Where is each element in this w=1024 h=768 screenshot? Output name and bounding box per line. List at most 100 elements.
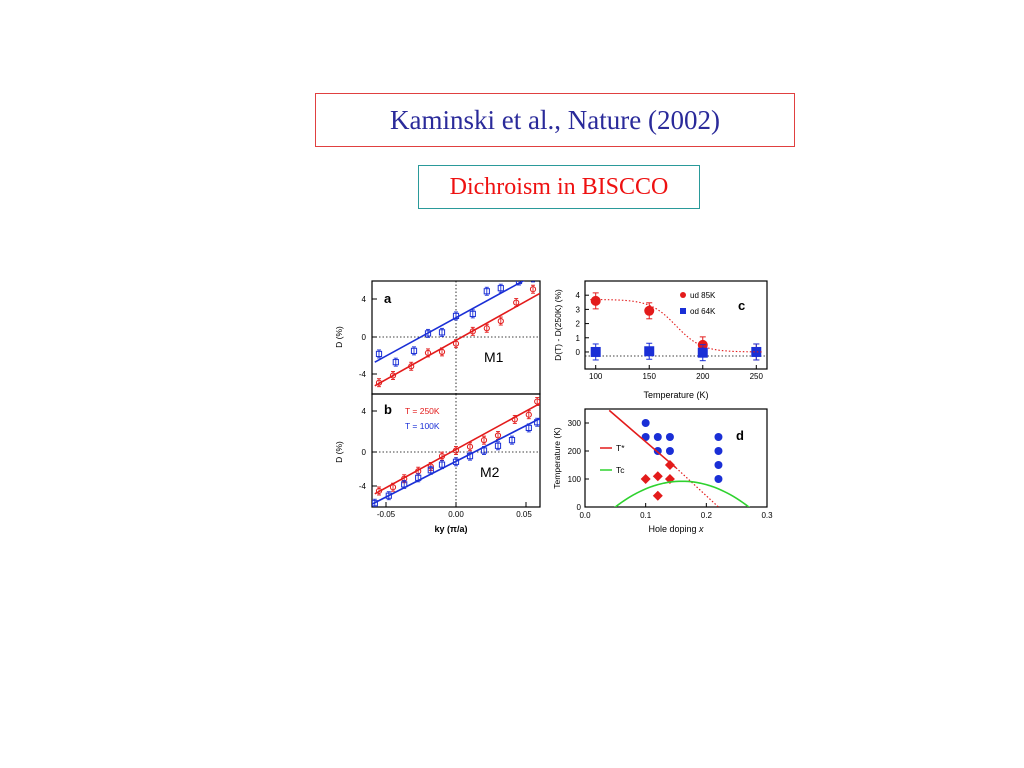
data-point xyxy=(714,433,723,441)
data-point xyxy=(525,411,532,418)
panel-c-plot xyxy=(590,292,762,362)
data-point xyxy=(751,346,762,357)
data-point xyxy=(644,346,655,357)
data-point xyxy=(415,474,422,481)
panel-d-ylabel: Temperature (K) xyxy=(552,427,562,489)
panel-c-ytick-label: 2 xyxy=(576,320,581,329)
data-point xyxy=(410,347,418,354)
panel-d: d Temperature (K) Hole doping x T* Tc 0.… xyxy=(552,408,773,534)
reference-caption: Kaminski et al., Nature (2002) xyxy=(390,104,720,135)
panel-b-ytick-label: -4 xyxy=(359,482,367,491)
data-point xyxy=(665,433,674,441)
panel-b-ytick-label: 0 xyxy=(362,448,367,457)
panel-d-legend-tc: Tc xyxy=(616,465,625,475)
data-point xyxy=(664,474,675,484)
panel-a-inset-label: M1 xyxy=(484,349,504,365)
data-point xyxy=(497,317,504,325)
data-point xyxy=(466,453,474,460)
panel-d-ytick-label: 300 xyxy=(568,419,582,428)
data-point xyxy=(469,328,476,335)
panel-d-ytick-label: 0 xyxy=(577,503,582,512)
panel-d-frame xyxy=(584,408,768,508)
fit-curve xyxy=(590,298,762,353)
data-point xyxy=(534,419,540,426)
data-point xyxy=(389,484,397,491)
data-point xyxy=(452,312,460,320)
data-point xyxy=(497,285,504,292)
panel-a-ytick-label: 4 xyxy=(362,295,367,304)
data-point xyxy=(427,467,434,474)
panel-c-xlabel: Temperature (K) xyxy=(643,390,708,400)
panel-c-xtick-label: 250 xyxy=(750,372,764,381)
panel-c-xtick-label: 150 xyxy=(643,372,657,381)
data-point xyxy=(480,447,488,454)
panel-a-ytick-label: -4 xyxy=(359,370,367,379)
panel-c-frame xyxy=(584,280,768,370)
panel-c-ytick-label: 4 xyxy=(576,291,581,300)
data-point xyxy=(389,372,397,379)
panel-d-xtick-label: 0.0 xyxy=(579,511,591,520)
panel-b-xtick-label: -0.05 xyxy=(377,510,396,519)
data-point xyxy=(408,363,415,370)
tc-dome xyxy=(614,480,751,507)
panel-b-legend-100k: T = 100K xyxy=(405,421,440,431)
data-point xyxy=(511,416,518,423)
panel-c-letter: c xyxy=(738,298,745,313)
tstar-extrapolation xyxy=(675,467,719,507)
data-point xyxy=(652,490,663,501)
data-point xyxy=(375,379,383,386)
data-point xyxy=(480,437,488,444)
panel-b-plot xyxy=(372,397,540,507)
panel-c-ytick-label: 3 xyxy=(576,305,581,314)
panel-b-xtick-label: 0.00 xyxy=(448,510,464,519)
topic-title: Dichroism in BISCCO xyxy=(449,173,669,200)
panel-a-plot xyxy=(374,281,540,388)
data-point xyxy=(392,359,399,366)
panel-c-legend-od: od 64K xyxy=(690,307,716,316)
data-point xyxy=(508,437,516,444)
panel-a-ytick-label: 0 xyxy=(362,333,367,342)
data-point xyxy=(714,461,723,469)
panel-b-inset-label: M2 xyxy=(480,464,500,480)
panel-d-xlabel: Hole doping x xyxy=(648,524,704,534)
fit-line xyxy=(374,281,525,363)
data-point xyxy=(424,349,432,357)
data-point xyxy=(525,424,532,432)
reference-caption-box: Kaminski et al., Nature (2002) xyxy=(315,93,795,147)
panel-d-ytick-label: 100 xyxy=(568,475,582,484)
data-point xyxy=(652,471,663,482)
data-point xyxy=(466,443,474,450)
panel-c-ytick-label: 0 xyxy=(576,348,581,357)
panel-b-ytick-label: 4 xyxy=(362,407,367,416)
data-point xyxy=(590,346,601,357)
data-point xyxy=(452,458,460,465)
panel-c-legend-ud: ud 85K xyxy=(690,291,716,300)
panel-b-legend-250k: T = 250K xyxy=(405,406,440,416)
data-point xyxy=(494,442,502,449)
data-point xyxy=(375,487,383,495)
panel-c: c D(T) - D(250K) (%) Temperature (K) ud … xyxy=(553,280,768,400)
data-point xyxy=(653,433,662,441)
data-point xyxy=(640,474,651,484)
panel-d-xtick-label: 0.2 xyxy=(701,511,713,520)
data-point xyxy=(641,419,650,427)
figure-panels: 4 0 -4 4 0 -4 -0.05 0.00 0.05 D (%) D (%… xyxy=(334,280,773,534)
chart-marks xyxy=(372,281,762,507)
data-point xyxy=(644,305,655,316)
data-point xyxy=(438,329,446,336)
panel-c-xtick-label: 200 xyxy=(696,372,710,381)
data-point xyxy=(452,340,460,347)
panel-c-ytick-label: 1 xyxy=(576,334,581,343)
data-point xyxy=(385,492,392,499)
data-point xyxy=(401,481,408,488)
panel-d-letter: d xyxy=(736,428,744,443)
panel-a-letter: a xyxy=(384,291,392,306)
panel-d-legend-tstar: T* xyxy=(616,443,625,453)
panel-c-legend-marker-od xyxy=(680,308,686,314)
data-point xyxy=(483,325,490,332)
data-point xyxy=(375,350,383,358)
data-point xyxy=(438,461,446,468)
data-point xyxy=(494,432,502,439)
data-point xyxy=(529,286,537,293)
data-point xyxy=(665,447,674,455)
